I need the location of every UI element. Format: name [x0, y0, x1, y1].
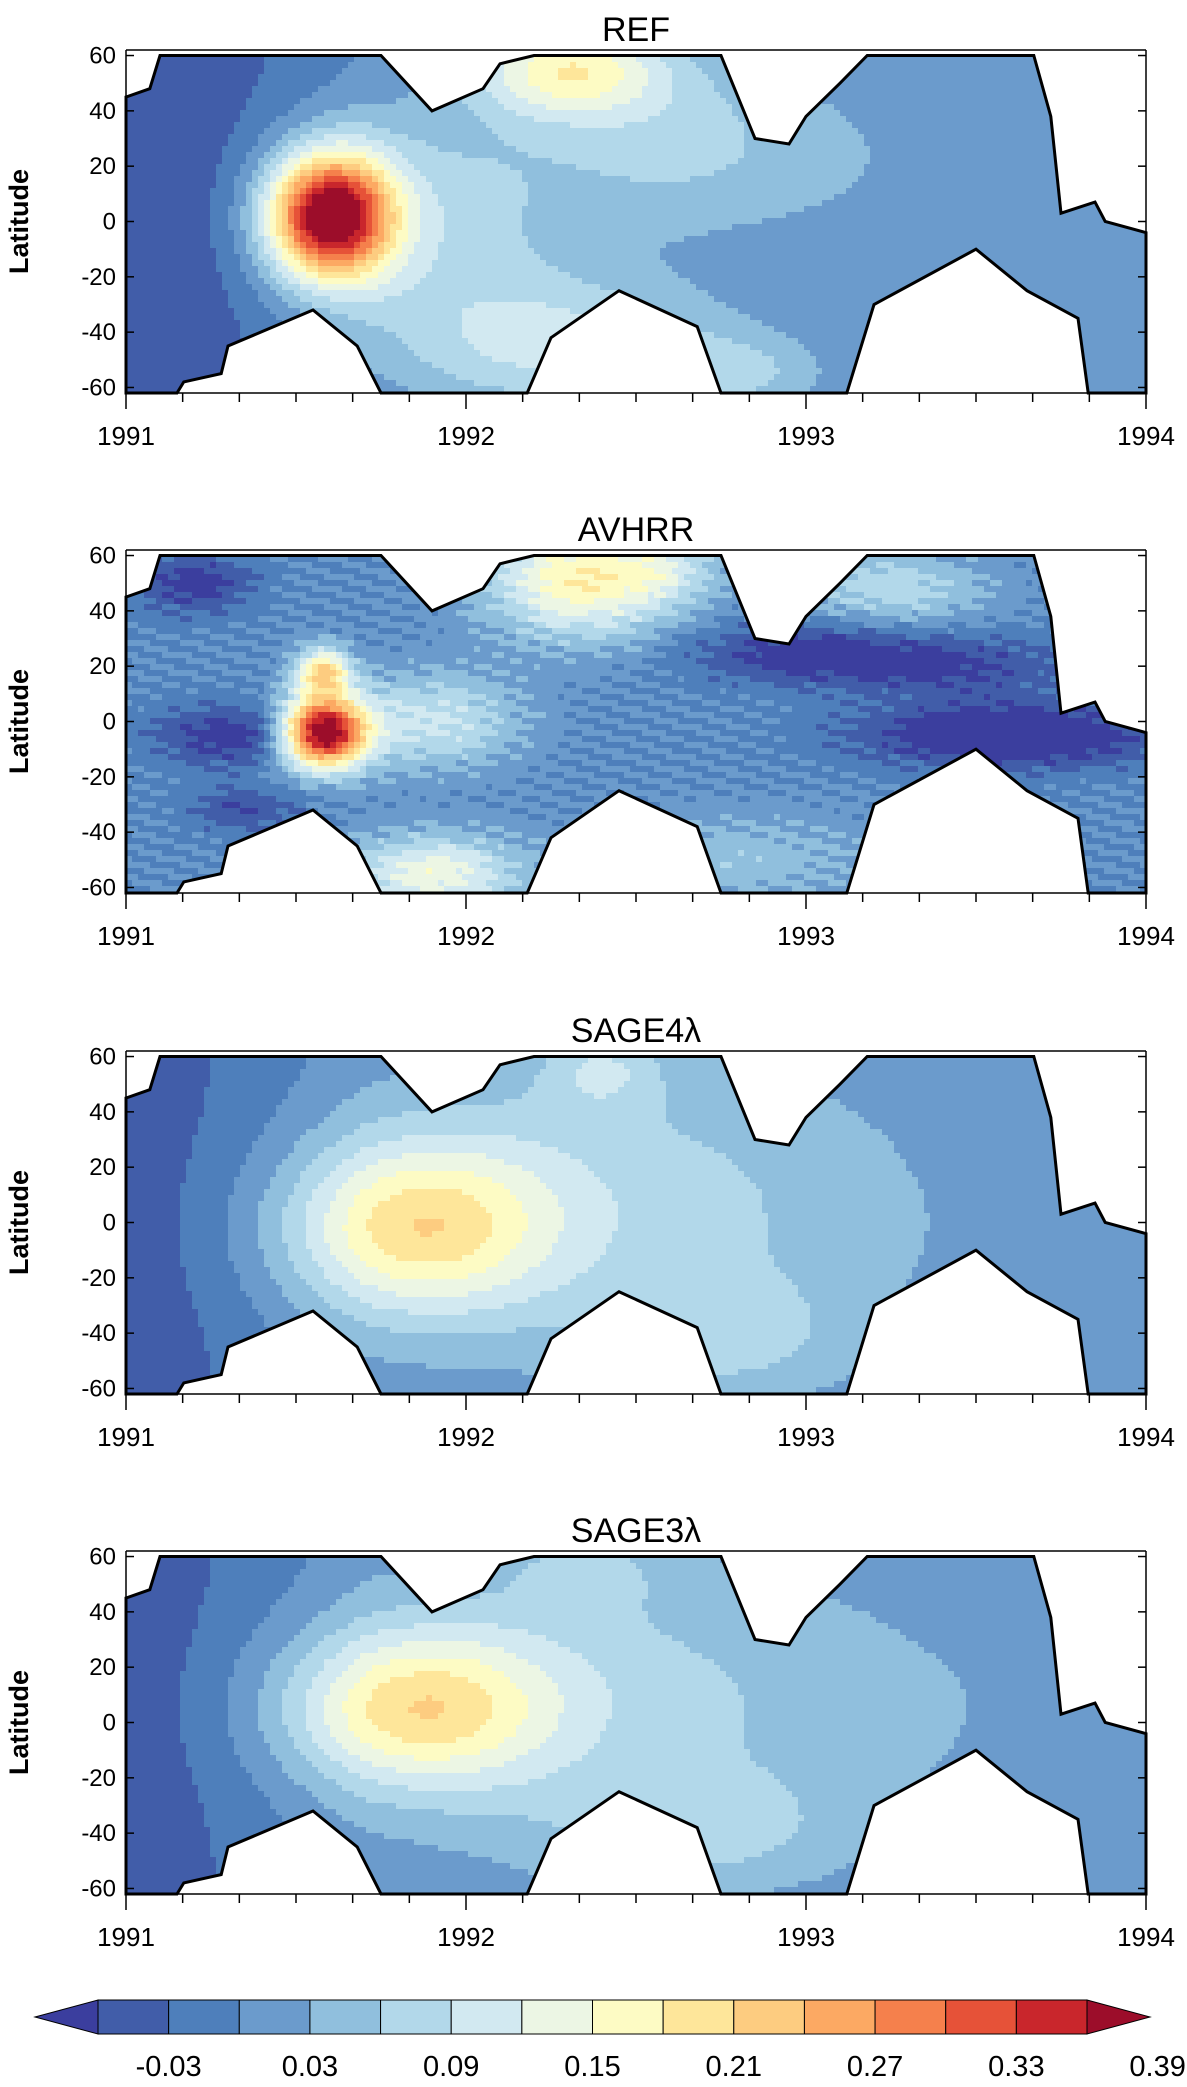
y-tick-label: 60 [89, 43, 116, 70]
colorbar-tick-label: 0.39 [1129, 2051, 1185, 2083]
y-tick-label: 40 [89, 98, 116, 125]
y-tick-label: -20 [81, 1765, 116, 1792]
colorbar-tick-label: 0.15 [564, 2051, 620, 2083]
colorbar-swatch [97, 1999, 170, 2035]
colorbar-swatch [309, 1999, 382, 2035]
y-tick-label: -20 [81, 1265, 116, 1292]
panel-1: AVHRR Latitude 60 40 20 0 -20 -40 -60 1991 1992 199… [4, 511, 1175, 951]
colorbar-swatch [168, 1999, 240, 2035]
colorbar-tick-label: 0.03 [282, 2051, 338, 2083]
y-tick-label: 60 [89, 543, 116, 570]
contour-field [126, 55, 1146, 393]
y-tick-label: 40 [89, 598, 116, 625]
x-tick-label: 1991 [97, 1422, 155, 1452]
y-axis-label: Latitude [4, 1670, 34, 1775]
x-tick-label: 1992 [437, 1422, 495, 1452]
colorbar-tick-label: 0.33 [988, 2051, 1044, 2083]
y-tick-label: -40 [81, 819, 116, 846]
panel-3: SAGE3λ Latitude 60 40 20 0 -20 -40 -60 1991 1992 19… [4, 1512, 1175, 1952]
y-tick-label: 0 [103, 1710, 116, 1737]
colorbar-swatch [803, 1999, 876, 2035]
y-axis-label: Latitude [4, 169, 34, 274]
y-tick-label: -60 [81, 874, 116, 901]
y-axis-label: Latitude [4, 669, 34, 774]
colorbar-swatch [592, 1999, 664, 2035]
colorbar-low-arrow [33, 1999, 99, 2035]
panel-title: SAGE4λ [571, 1012, 701, 1050]
y-tick-label: 40 [89, 1099, 116, 1126]
y-tick-label: 0 [103, 209, 116, 236]
x-tick-label: 1993 [777, 421, 835, 451]
colorbar-swatch [662, 1999, 735, 2035]
x-tick-label: 1991 [97, 921, 155, 951]
colorbar-swatch [380, 1999, 452, 2035]
y-tick-label: -40 [81, 319, 116, 346]
contour-field [126, 1056, 1146, 1394]
contour-field [126, 1556, 1146, 1894]
y-tick-label: -60 [81, 1375, 116, 1402]
panels: REF Latitude 60 40 20 0 -20 -40 -60 1991 1992 1993 1… [4, 11, 1175, 1952]
colorbar: -0.03 0.03 0.09 0.15 0.21 0.27 0.33 0.39 [33, 1999, 1186, 2083]
y-tick-label: 20 [89, 1154, 116, 1181]
y-tick-label: 60 [89, 1044, 116, 1071]
colorbar-swatch [733, 1999, 805, 2035]
panel-2: SAGE4λ Latitude 60 40 20 0 -20 -40 -60 1991 1992 19… [4, 1012, 1175, 1452]
x-tick-label: 1994 [1117, 1922, 1175, 1952]
colorbar-tick-label: 0.09 [423, 2051, 479, 2083]
y-tick-label: -20 [81, 764, 116, 791]
x-tick-label: 1994 [1117, 421, 1175, 451]
y-tick-label: -40 [81, 1820, 116, 1847]
colorbar-high-arrow [1086, 1999, 1152, 2035]
y-tick-label: 40 [89, 1599, 116, 1626]
colorbar-tick-label: 0.21 [706, 2051, 762, 2083]
y-tick-label: 0 [103, 709, 116, 736]
x-tick-label: 1994 [1117, 1422, 1175, 1452]
x-tick-label: 1993 [777, 1922, 835, 1952]
colorbar-swatch [238, 1999, 311, 2035]
x-tick-label: 1993 [777, 921, 835, 951]
y-tick-label: -60 [81, 1875, 116, 1902]
y-tick-label: 20 [89, 1654, 116, 1681]
y-tick-label: -20 [81, 264, 116, 291]
colorbar-swatch [521, 1999, 593, 2035]
y-tick-label: 20 [89, 153, 116, 180]
x-tick-label: 1994 [1117, 921, 1175, 951]
panel-title: REF [602, 11, 670, 49]
y-tick-label: 60 [89, 1544, 116, 1571]
y-tick-label: 0 [103, 1210, 116, 1237]
y-tick-label: -60 [81, 374, 116, 401]
y-axis-label: Latitude [4, 1170, 34, 1275]
panel-0: REF Latitude 60 40 20 0 -20 -40 -60 1991 1992 1993 1… [4, 11, 1175, 451]
x-tick-label: 1991 [97, 421, 155, 451]
colorbar-tick-label: 0.27 [847, 2051, 903, 2083]
x-tick-label: 1992 [437, 421, 495, 451]
y-tick-label: 20 [89, 653, 116, 680]
colorbar-swatch [450, 1999, 523, 2035]
panel-title: SAGE3λ [571, 1512, 701, 1550]
colorbar-swatch [1015, 1999, 1088, 2035]
colorbar-tick-label: -0.03 [136, 2051, 202, 2083]
x-tick-label: 1992 [437, 1922, 495, 1952]
x-tick-label: 1992 [437, 921, 495, 951]
x-tick-label: 1993 [777, 1422, 835, 1452]
contour-field [126, 555, 1146, 893]
y-tick-label: -40 [81, 1320, 116, 1347]
x-tick-label: 1991 [97, 1922, 155, 1952]
colorbar-swatch [945, 1999, 1017, 2035]
colorbar-swatch [874, 1999, 947, 2035]
panel-title: AVHRR [578, 511, 695, 549]
